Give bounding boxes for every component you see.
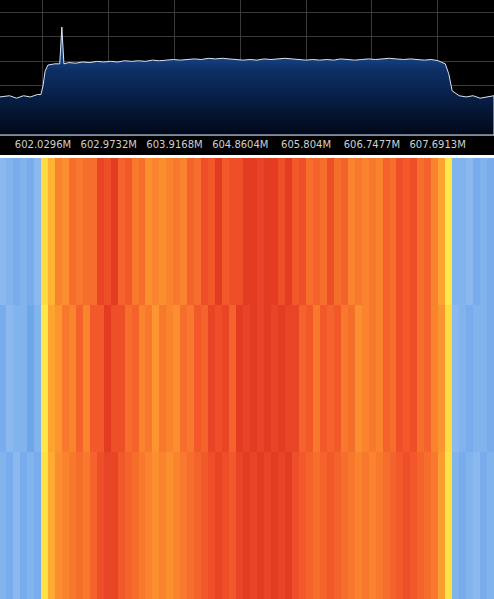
svg-text:607.6913M: 607.6913M (409, 139, 465, 150)
svg-text:604.8604M: 604.8604M (212, 139, 268, 150)
svg-text:602.0296M: 602.0296M (15, 139, 71, 150)
svg-text:605.804M: 605.804M (281, 139, 331, 150)
svg-text:603.9168M: 603.9168M (146, 139, 202, 150)
svg-text:602.9732M: 602.9732M (81, 139, 137, 150)
svg-text:606.7477M: 606.7477M (344, 139, 400, 150)
